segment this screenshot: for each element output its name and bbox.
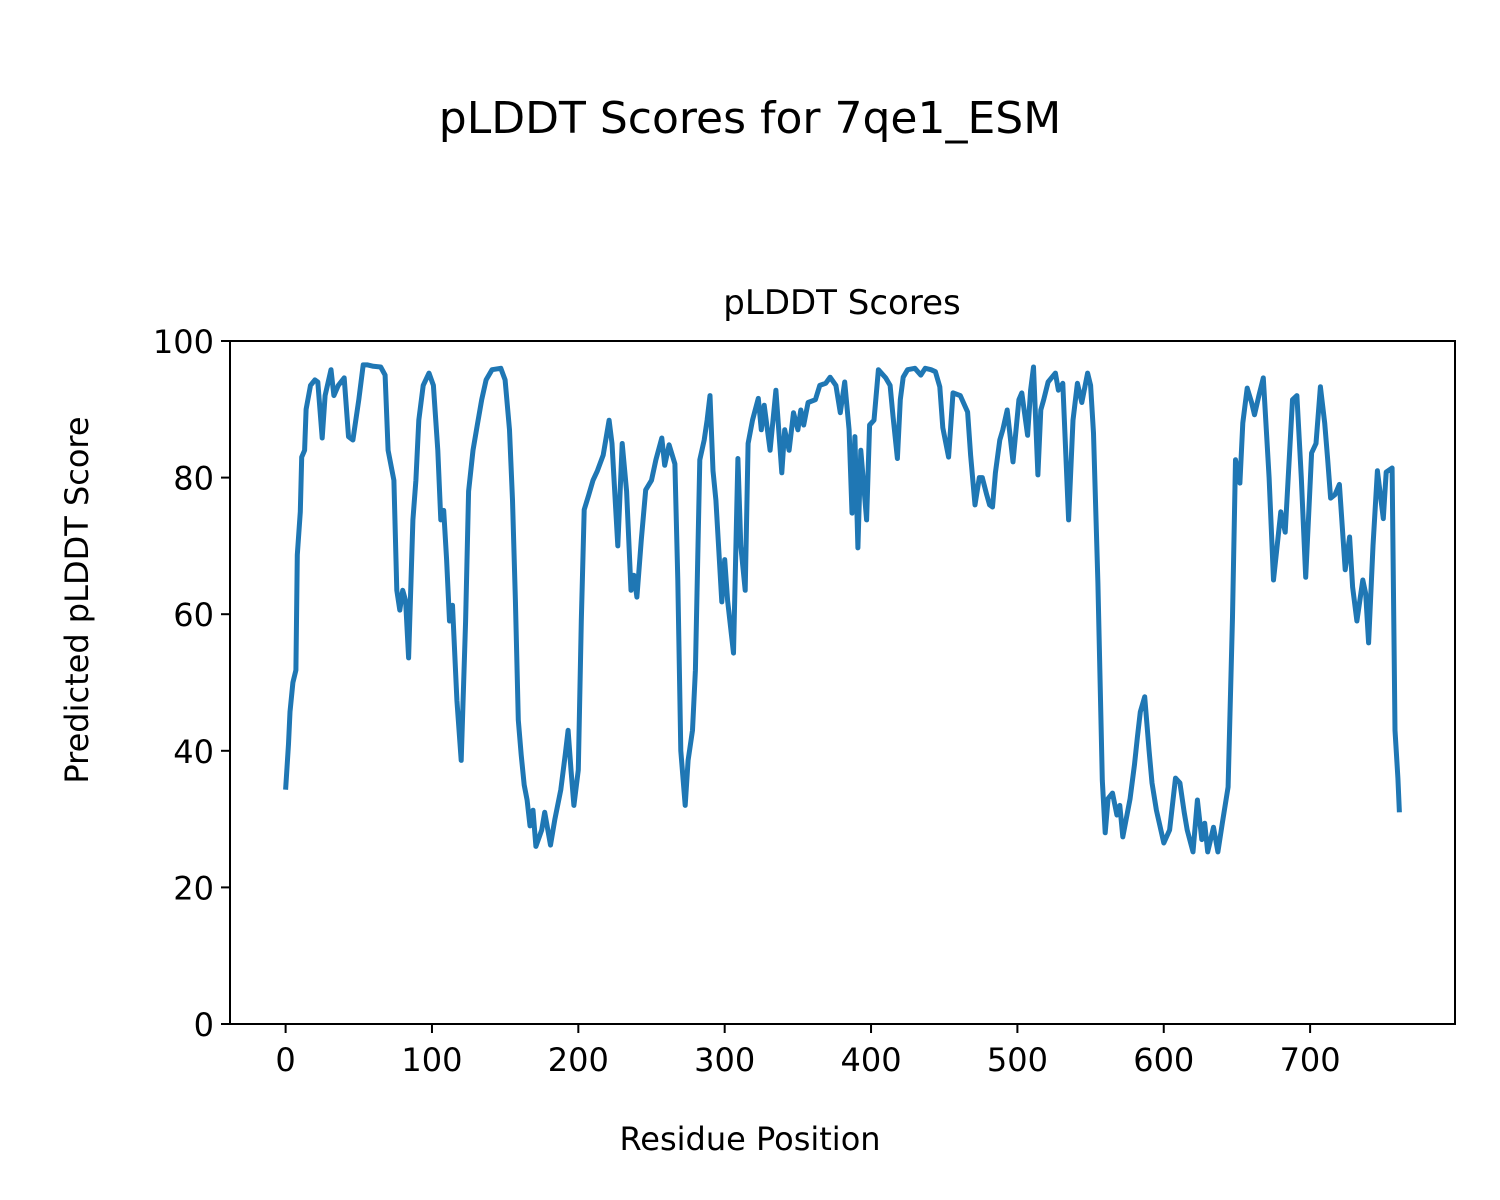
y-tick-label: 80	[173, 460, 214, 498]
x-tick-label: 600	[1133, 1041, 1194, 1079]
y-axis-label: Predicted pLDDT Score	[58, 416, 96, 783]
x-tick-label: 700	[1280, 1041, 1341, 1079]
x-tick-label: 0	[275, 1041, 295, 1079]
plot-series	[283, 362, 1402, 855]
y-tick-label: 60	[173, 596, 214, 634]
x-axis-label: Residue Position	[619, 1120, 880, 1158]
y-tick-label: 40	[173, 733, 214, 771]
x-tick-label: 500	[987, 1041, 1048, 1079]
x-tick-label: 100	[401, 1041, 462, 1079]
x-tick-label: 300	[694, 1041, 755, 1079]
figure-suptitle: pLDDT Scores for 7qe1_ESM	[439, 93, 1061, 144]
y-axis-ticks: 0 20 40 60 80 100	[153, 323, 230, 1044]
axes-frame	[229, 340, 1456, 1025]
x-axis-ticks: 0 100 200 300 400 500 600 700	[275, 1024, 1341, 1079]
y-tick-label: 20	[173, 869, 214, 907]
series-line-plddt	[283, 362, 1402, 855]
x-tick-label: 200	[548, 1041, 609, 1079]
y-tick-label: 100	[153, 323, 214, 361]
x-tick-label: 400	[841, 1041, 902, 1079]
axes-title: pLDDT Scores	[723, 283, 960, 323]
y-tick-label: 0	[194, 1006, 214, 1044]
